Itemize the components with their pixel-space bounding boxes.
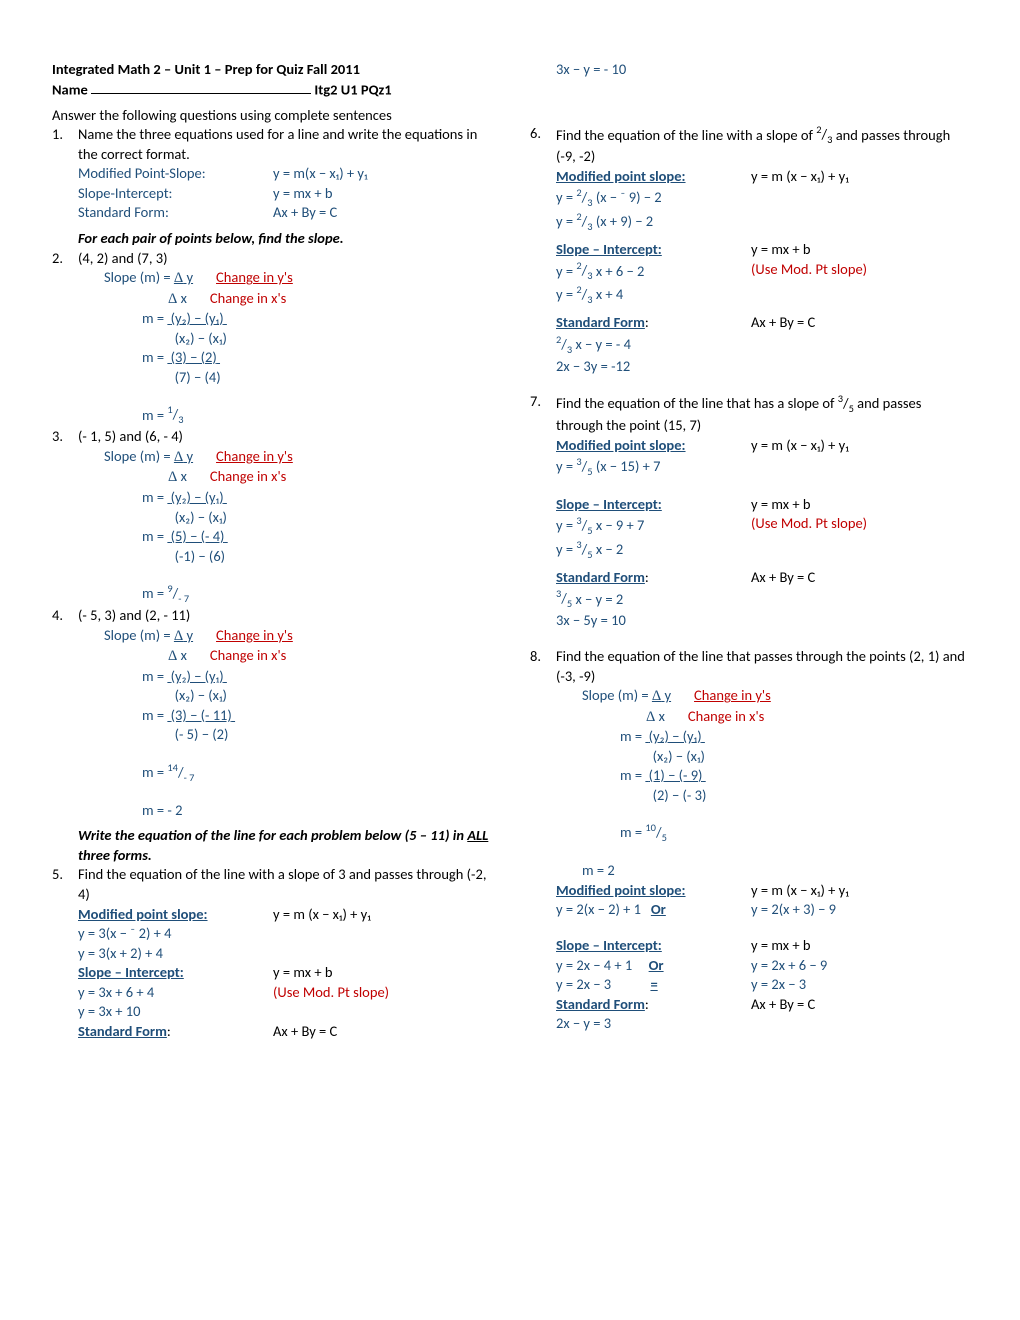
q8: 8. Find the equation of the line that pa… bbox=[530, 647, 968, 686]
left-column: Integrated Math 2 – Unit 1 – Prep for Qu… bbox=[52, 60, 490, 1042]
q7: 7. Find the equation of the line that ha… bbox=[530, 392, 968, 435]
right-column: 3x − y = - 10 6. Find the equation of th… bbox=[530, 60, 968, 1042]
q5: 5. Find the equation of the line with a … bbox=[52, 865, 490, 904]
slope-instr: For each pair of points below, find the … bbox=[52, 229, 490, 249]
name-line: Name Itg2 U1 PQz1 bbox=[52, 80, 490, 100]
q6: 6. Find the equation of the line with a … bbox=[530, 124, 968, 167]
q2: 2. (4, 2) and (7, 3) bbox=[52, 249, 490, 269]
q3: 3. (- 1, 5) and (6, - 4) bbox=[52, 427, 490, 447]
q1: 1. Name the three equations used for a l… bbox=[52, 125, 490, 223]
intro: Answer the following questions using com… bbox=[52, 106, 490, 126]
q4: 4. (- 5, 3) and (2, - 11) bbox=[52, 606, 490, 626]
write-instr: Write the equation of the line for each … bbox=[52, 826, 490, 865]
doc-title: Integrated Math 2 – Unit 1 – Prep for Qu… bbox=[52, 60, 490, 80]
